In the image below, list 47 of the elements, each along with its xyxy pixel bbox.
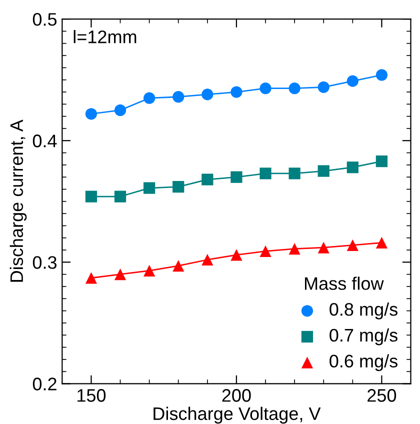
point [230, 249, 242, 261]
point [202, 254, 214, 266]
point [346, 162, 358, 174]
legend-label: 0.7 mg/s [330, 328, 398, 346]
x-tick-label: 200 [222, 389, 251, 402]
point [318, 165, 330, 177]
point [144, 264, 156, 276]
point [114, 104, 126, 116]
point [376, 69, 388, 81]
point [172, 181, 184, 193]
point [172, 260, 184, 272]
point [318, 81, 330, 93]
point [202, 174, 214, 186]
point [230, 86, 242, 98]
point [288, 242, 300, 255]
point [260, 82, 272, 94]
point [288, 82, 300, 94]
point [85, 190, 98, 202]
annotation: l=12mm [74, 30, 136, 44]
y-tick-label: 0.2 [32, 378, 56, 390]
point [318, 242, 330, 254]
point [260, 168, 272, 180]
y-tick-label: 0.3 [32, 256, 57, 269]
point [260, 245, 272, 258]
point [376, 155, 388, 168]
point [172, 91, 184, 103]
point [85, 108, 98, 120]
point [114, 190, 126, 202]
point [376, 236, 388, 249]
point [144, 182, 156, 194]
point [202, 88, 214, 100]
point [346, 239, 358, 251]
point [114, 268, 126, 280]
legend-title: Mass flow [304, 276, 384, 290]
x-tick-label: 150 [78, 389, 106, 402]
point [85, 272, 98, 284]
legend-label: 0.6 mg/s [330, 354, 398, 372]
x-tick-label: 250 [368, 389, 396, 402]
point [288, 168, 300, 180]
y-tick-label: 0.4 [32, 134, 57, 148]
point [346, 75, 358, 87]
point [144, 92, 156, 104]
legend-label: 0.8 mg/s [330, 302, 398, 320]
y-axis-title: Discharge current, A [10, 120, 27, 282]
x-axis-title: Discharge Voltage, V [154, 406, 321, 424]
y-tick-label: 0.5 [32, 13, 57, 26]
point [230, 171, 242, 183]
